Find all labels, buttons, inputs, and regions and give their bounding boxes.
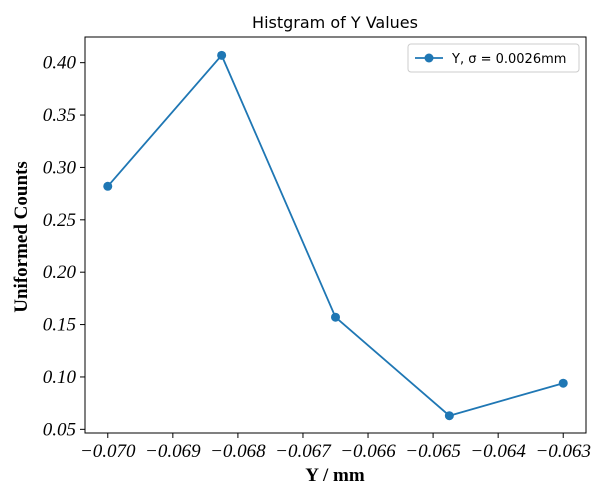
y-tick-label: 0.35 [43, 105, 76, 126]
x-tick-label: −0.068 [210, 441, 266, 462]
y-axis-label: Uniformed Counts [11, 161, 32, 312]
x-tick-label: −0.066 [340, 441, 396, 462]
y-axis: 0.05 0.10 0.15 0.20 0.25 0.30 0.35 0.40 [43, 53, 85, 440]
x-tick-label: −0.063 [535, 441, 591, 462]
plot-area-frame [84, 36, 587, 434]
legend-entry-label: Y, σ = 0.0026mm [451, 52, 566, 67]
x-axis: −0.070 −0.069 −0.068 −0.067 −0.066 −0.065 −0.0… [80, 433, 591, 462]
x-tick-label: −0.064 [470, 441, 526, 462]
y-tick-label: 0.20 [43, 262, 77, 283]
y-tick-label: 0.10 [43, 367, 77, 388]
data-point [558, 378, 568, 388]
y-tick-label: 0.25 [43, 210, 76, 231]
y-tick-label: 0.30 [43, 157, 77, 178]
data-point [331, 312, 340, 322]
series-layer [103, 50, 568, 421]
x-axis-label: Y / mm [305, 465, 365, 486]
data-point [217, 50, 227, 60]
x-tick-label: −0.065 [405, 441, 461, 462]
legend: Y, σ = 0.0026mm [407, 43, 580, 73]
y-tick-label: 0.15 [43, 315, 76, 336]
legend-marker-swatch [424, 53, 434, 63]
data-point [444, 411, 454, 421]
y-tick-label: 0.40 [43, 53, 77, 74]
y-tick-label: 0.05 [43, 419, 76, 440]
series-line [107, 53, 564, 417]
x-tick-label: −0.070 [80, 441, 136, 462]
x-tick-label: −0.067 [275, 441, 332, 462]
chart-title: Histgram of Y Values [252, 13, 418, 32]
data-point [103, 181, 113, 191]
legend-box [407, 43, 580, 73]
x-tick-label: −0.069 [145, 441, 201, 462]
